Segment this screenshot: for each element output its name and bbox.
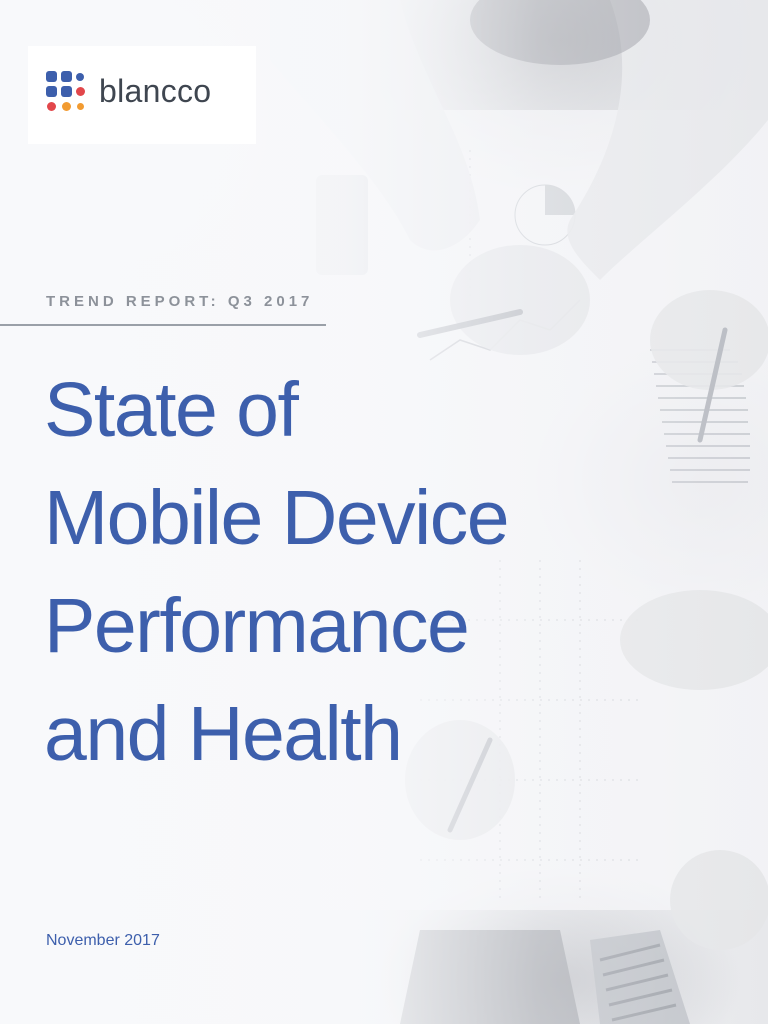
report-title: State of Mobile Device Performance and H… <box>44 356 684 788</box>
publication-date: November 2017 <box>46 932 160 949</box>
title-line: Performance <box>44 583 470 669</box>
title-line: State of <box>44 367 299 453</box>
blancco-dots-logo-icon <box>46 71 85 111</box>
eyebrow-divider <box>0 324 326 326</box>
brand-logo: blancco <box>28 46 256 144</box>
report-type-label: TREND REPORT: Q3 2017 <box>46 293 314 310</box>
title-line: and Health <box>44 691 403 777</box>
title-line: Mobile Device <box>44 475 510 561</box>
brand-name: blancco <box>99 73 212 109</box>
